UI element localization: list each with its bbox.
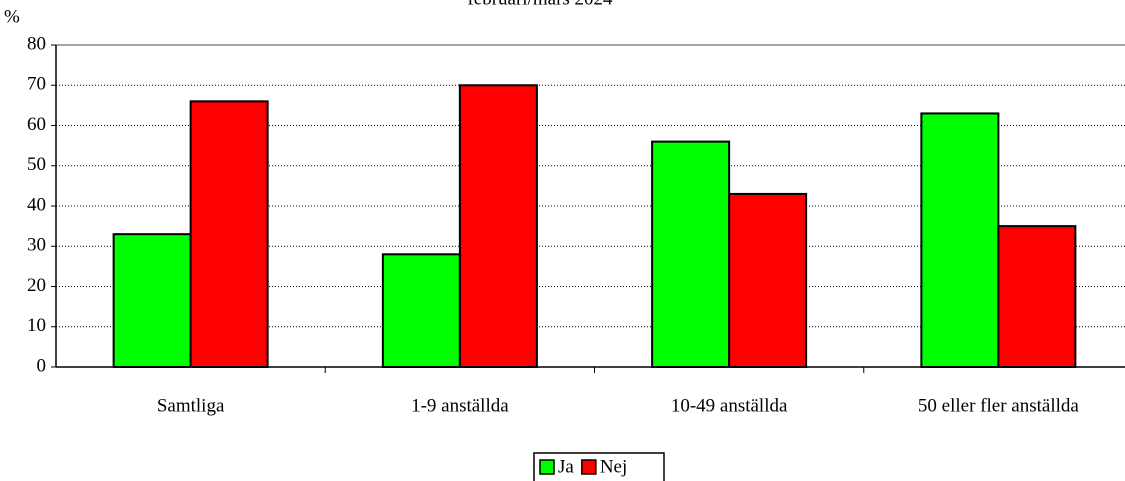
y-tick-label: 60 <box>27 114 46 135</box>
y-tick-label: 40 <box>27 194 46 215</box>
bar <box>920 112 1000 368</box>
y-tick-label: 10 <box>27 315 46 336</box>
legend-swatch <box>581 459 597 475</box>
y-tick-label: 50 <box>27 154 46 175</box>
y-tick-label: 20 <box>27 275 46 296</box>
legend-label: Nej <box>600 456 627 477</box>
y-tick-label: 0 <box>37 355 47 376</box>
bar <box>728 192 808 368</box>
bar <box>458 84 538 368</box>
legend-box <box>533 452 665 481</box>
bar <box>651 140 731 368</box>
y-axis-label: % <box>4 6 20 27</box>
bar <box>189 100 269 368</box>
y-tick-label: 30 <box>27 235 46 256</box>
legend-swatch <box>539 459 555 475</box>
x-tick-label: 10-49 anställda <box>671 395 788 416</box>
bar <box>381 253 461 368</box>
y-tick-label: 80 <box>27 33 46 54</box>
chart-title: februari/mars 2024 <box>467 0 613 9</box>
x-tick-label: 1-9 anställda <box>411 395 509 416</box>
bar <box>997 225 1077 368</box>
legend-label: Ja <box>558 456 574 477</box>
bar <box>112 233 192 368</box>
x-tick-label: Samtliga <box>157 395 225 416</box>
y-tick-label: 70 <box>27 74 46 95</box>
x-tick-label: 50 eller fler anställda <box>918 395 1079 416</box>
